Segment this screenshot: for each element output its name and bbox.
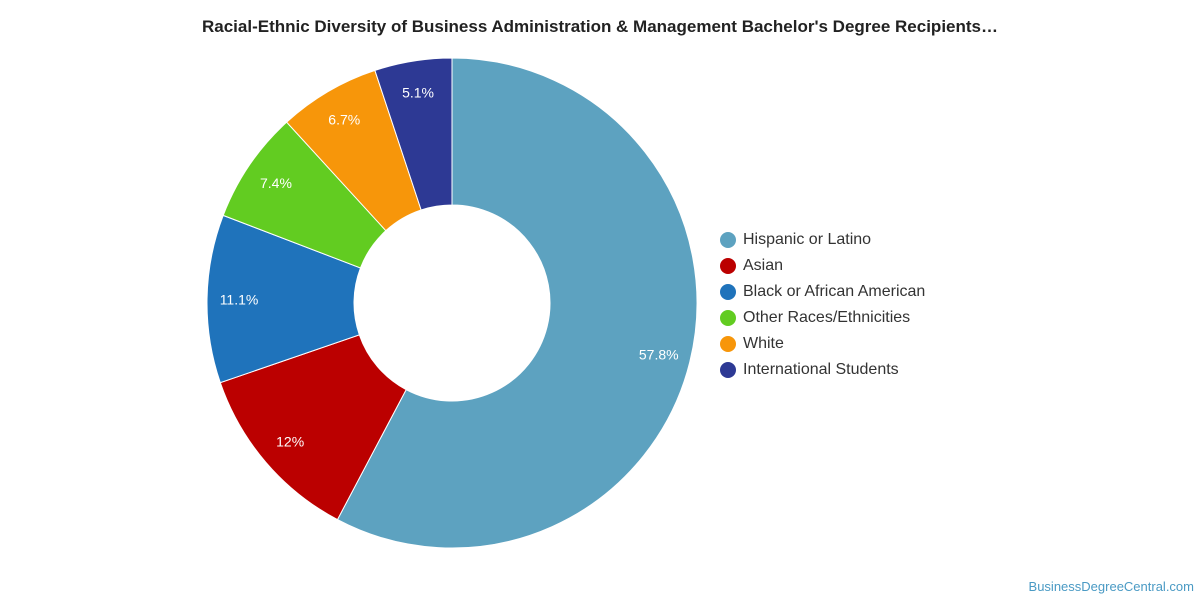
slice-value-label: 57.8% <box>639 346 679 362</box>
legend-item[interactable]: Asian <box>720 253 925 279</box>
legend-item[interactable]: White <box>720 331 925 357</box>
slice-value-label: 7.4% <box>260 175 292 191</box>
legend-label: Other Races/Ethnicities <box>743 309 911 326</box>
slice-value-label: 6.7% <box>328 111 360 127</box>
legend-label: International Students <box>743 361 899 378</box>
slice-international-students <box>374 57 453 211</box>
legend-item[interactable]: Hispanic or Latino <box>720 227 925 253</box>
legend-label: White <box>743 335 784 352</box>
legend-swatch <box>720 362 736 378</box>
legend-label: Asian <box>743 257 784 274</box>
slice-asian <box>219 334 407 521</box>
legend-item[interactable]: Other Races/Ethnicities <box>720 305 925 331</box>
legend-swatch <box>720 284 736 300</box>
legend-label: Black or African American <box>743 283 926 300</box>
legend-swatch <box>720 232 736 248</box>
legend-swatch <box>720 336 736 352</box>
legend-swatch <box>720 310 736 326</box>
legend-item[interactable]: Black or African American <box>720 279 925 305</box>
credit-link[interactable]: BusinessDegreeCentral.com <box>1028 579 1194 594</box>
legend: Hispanic or Latino Asian Black or African … <box>720 227 925 383</box>
slice-value-label: 12% <box>276 433 304 449</box>
legend-item[interactable]: International Students <box>720 357 925 383</box>
legend-label: Hispanic or Latino <box>743 231 872 248</box>
legend-swatch <box>720 258 736 274</box>
chart-title: Racial-Ethnic Diversity of Business Admi… <box>201 17 998 36</box>
slice-hispanic-or-latino <box>336 57 698 549</box>
slice-black-or-african-american <box>206 214 362 384</box>
slice-value-label: 11.1% <box>220 291 259 307</box>
slice-value-label: 5.1% <box>402 85 434 101</box>
